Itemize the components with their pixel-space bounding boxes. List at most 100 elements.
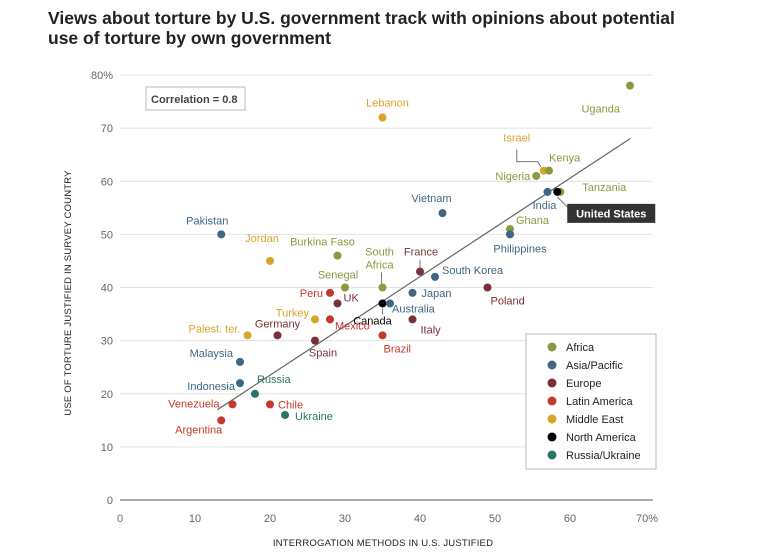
point-chile bbox=[266, 400, 274, 409]
label-lebanon: Lebanon bbox=[366, 98, 409, 110]
y-tick-label: 0 bbox=[107, 495, 113, 507]
label-japan: Japan bbox=[422, 288, 452, 300]
legend-label-middle-east: Middle East bbox=[566, 414, 623, 426]
point-senegal bbox=[341, 283, 349, 292]
label-argentina: Argentina bbox=[175, 424, 223, 436]
x-axis-title: INTERROGATION METHODS IN U.S. JUSTIFIED bbox=[273, 538, 493, 549]
label-chile: Chile bbox=[278, 399, 303, 411]
x-tick-label: 30 bbox=[339, 513, 351, 525]
label-ukraine: Ukraine bbox=[295, 411, 333, 423]
legend-swatch-russia-ukraine bbox=[547, 450, 557, 460]
point-uganda bbox=[626, 81, 634, 90]
trend-line bbox=[217, 138, 631, 411]
label-jordan: Jordan bbox=[245, 233, 279, 245]
label-senegal: Senegal bbox=[318, 270, 358, 282]
legend-swatch-latin-america bbox=[547, 396, 557, 406]
point-kenya bbox=[545, 166, 553, 175]
label-brazil: Brazil bbox=[384, 343, 412, 355]
point-russia bbox=[251, 389, 259, 398]
point-palest-ter bbox=[243, 331, 252, 340]
correlation-box: Correlation = 0.8 bbox=[145, 86, 246, 111]
y-tick-label: 70 bbox=[101, 123, 113, 135]
label-tanzania: Tanzania bbox=[582, 182, 627, 194]
point-canada bbox=[378, 299, 387, 308]
label-canada: Canada bbox=[353, 315, 392, 327]
x-tick-label: 0 bbox=[117, 513, 123, 525]
label-russia: Russia bbox=[257, 374, 292, 386]
point-lebanon bbox=[378, 113, 387, 122]
x-axis-ticks: 0 10 20 30 40 50 60 70% bbox=[117, 513, 658, 525]
chart-title: Views about torture by U.S. government t… bbox=[48, 8, 675, 48]
point-france bbox=[416, 267, 424, 276]
y-tick-label: 30 bbox=[101, 336, 113, 348]
point-pakistan bbox=[217, 230, 226, 239]
label-uk: UK bbox=[344, 292, 360, 304]
legend-label-africa: Africa bbox=[566, 342, 595, 354]
legend: Africa Asia/Pacific Europe Latin America Mid… bbox=[525, 333, 657, 470]
legend-label-north-america: North America bbox=[566, 432, 637, 444]
label-united-states: United States bbox=[576, 208, 646, 220]
point-ukraine bbox=[281, 411, 289, 419]
label-nigeria: Nigeria bbox=[495, 171, 531, 183]
y-tick-label: 60 bbox=[101, 176, 113, 188]
y-tick-label: 40 bbox=[101, 283, 113, 295]
legend-swatch-africa bbox=[547, 342, 557, 352]
x-tick-label: 70% bbox=[636, 513, 658, 525]
label-israel: Israel bbox=[503, 133, 530, 145]
label-uganda: Uganda bbox=[581, 104, 620, 116]
leader-israel bbox=[516, 149, 542, 167]
x-tick-label: 20 bbox=[264, 513, 276, 525]
point-nigeria bbox=[532, 171, 541, 180]
y-tick-label: 20 bbox=[101, 389, 113, 401]
label-pakistan: Pakistan bbox=[186, 215, 228, 227]
point-australia bbox=[386, 299, 394, 308]
point-venezuela bbox=[228, 400, 237, 409]
y-tick-label: 10 bbox=[101, 442, 113, 454]
label-burkina-faso: Burkina Faso bbox=[290, 237, 355, 249]
legend-label-europe: Europe bbox=[566, 378, 601, 390]
label-italy: Italy bbox=[421, 324, 442, 336]
x-tick-label: 60 bbox=[564, 513, 576, 525]
point-turkey bbox=[311, 315, 319, 324]
point-germany bbox=[273, 331, 282, 340]
legend-label-latin-america: Latin America bbox=[566, 396, 634, 408]
label-palest-ter: Palest. ter. bbox=[189, 323, 241, 335]
label-turkey: Turkey bbox=[276, 307, 310, 319]
correlation-label: Correlation = 0.8 bbox=[151, 94, 238, 106]
label-vietnam: Vietnam bbox=[411, 193, 451, 205]
label-kenya: Kenya bbox=[549, 153, 581, 165]
point-peru bbox=[326, 288, 334, 297]
y-tick-label: 50 bbox=[101, 229, 113, 241]
label-germany: Germany bbox=[255, 318, 301, 330]
legend-swatch-north-america bbox=[547, 432, 557, 442]
point-italy bbox=[408, 315, 417, 324]
label-box-united-states bbox=[567, 203, 656, 223]
point-labels: Uganda Lebanon Israel Kenya Nigeria India Tanz… bbox=[168, 98, 656, 436]
label-australia: Australia bbox=[392, 303, 436, 315]
point-brazil bbox=[378, 331, 387, 340]
label-france: France bbox=[404, 247, 438, 259]
point-poland bbox=[483, 283, 492, 292]
label-philippines: Philippines bbox=[493, 243, 547, 255]
point-indonesia bbox=[236, 379, 244, 388]
point-uk bbox=[333, 299, 342, 308]
legend-label-asia-pacific: Asia/Pacific bbox=[566, 360, 623, 372]
label-ghana: Ghana bbox=[516, 215, 550, 227]
x-tick-label: 50 bbox=[489, 513, 501, 525]
x-tick-label: 40 bbox=[414, 513, 426, 525]
label-spain: Spain bbox=[309, 348, 337, 360]
point-vietnam bbox=[438, 209, 447, 218]
point-mexico bbox=[326, 315, 334, 324]
point-burkina-faso bbox=[333, 251, 342, 260]
point-japan bbox=[408, 288, 417, 297]
point-philippines bbox=[506, 230, 514, 239]
legend-swatch-middle-east bbox=[547, 414, 557, 424]
label-peru: Peru bbox=[300, 288, 323, 300]
label-south-africa: South Africa bbox=[365, 247, 394, 272]
point-india bbox=[543, 187, 552, 196]
legend-swatch-asia-pacific bbox=[547, 360, 557, 370]
y-tick-label: 80% bbox=[91, 70, 113, 82]
point-jordan bbox=[266, 256, 274, 265]
label-south-korea: South Korea bbox=[442, 265, 504, 277]
